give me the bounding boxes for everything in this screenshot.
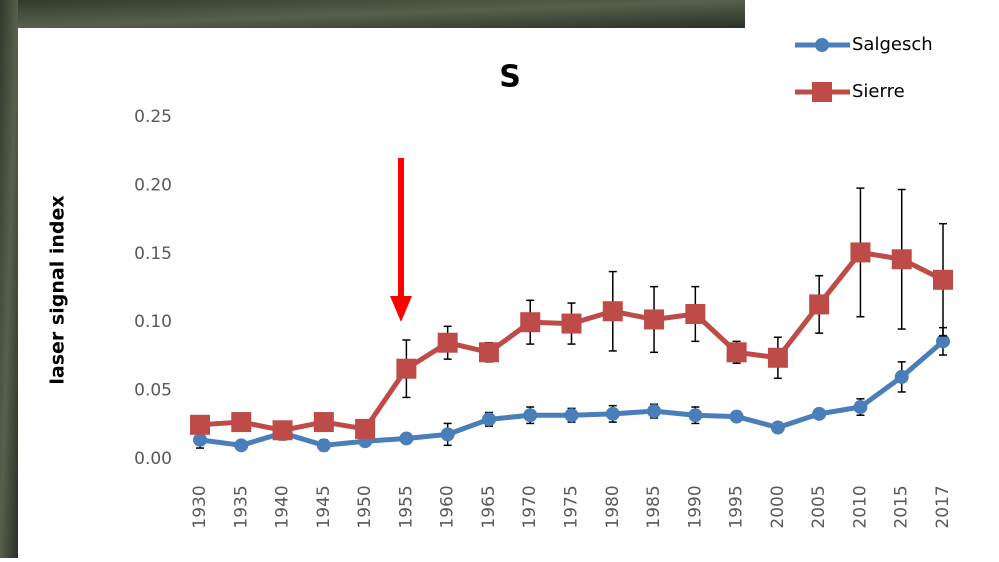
marker: [355, 418, 376, 439]
series: [190, 187, 953, 441]
marker: [647, 404, 662, 419]
marker: [644, 309, 665, 330]
x-tick-label: 1970: [520, 485, 540, 528]
x-tick-label: 1935: [231, 485, 251, 528]
marker: [685, 303, 706, 324]
marker: [520, 312, 541, 333]
background-image: [0, 0, 18, 558]
annotation-arrow: [390, 158, 412, 322]
marker: [605, 406, 620, 421]
y-tick-label: 0.05: [134, 381, 172, 401]
series: [193, 326, 950, 453]
marker: [396, 358, 417, 379]
x-tick-label: 1930: [190, 485, 210, 528]
marker: [933, 269, 953, 290]
marker: [478, 342, 499, 363]
marker: [313, 412, 334, 433]
marker: [440, 427, 455, 442]
marker: [894, 369, 909, 384]
x-tick-label: 1955: [396, 485, 416, 528]
marker: [726, 342, 747, 363]
marker: [688, 408, 703, 423]
marker: [891, 249, 912, 270]
x-tick-label: 1950: [355, 485, 375, 528]
x-tick-label: 2005: [809, 485, 829, 528]
marker: [437, 332, 458, 353]
legend-label: Sierre: [852, 81, 905, 102]
marker: [481, 412, 496, 427]
marker: [523, 408, 538, 423]
x-tick-label: 2015: [892, 485, 912, 528]
x-tick-label: 1990: [685, 485, 705, 528]
x-tick-label: 2017: [933, 485, 953, 528]
series-line: [199, 339, 945, 448]
marker: [193, 432, 207, 447]
y-tick-label: 0.20: [134, 175, 172, 195]
x-tick-label: 1975: [562, 485, 582, 528]
legend-marker: [815, 38, 829, 52]
x-tick-label: 2000: [768, 485, 788, 528]
y-tick-label: 0.25: [134, 107, 172, 127]
marker: [770, 420, 785, 435]
marker: [231, 412, 252, 433]
marker: [850, 242, 871, 263]
x-tick-label: 1945: [314, 485, 334, 528]
marker: [936, 334, 950, 349]
y-axis-label: laser signal index: [47, 195, 69, 384]
arrow-head: [390, 296, 412, 322]
marker: [561, 313, 582, 334]
marker: [853, 400, 868, 415]
y-tick-label: 0.00: [134, 449, 172, 469]
marker: [767, 347, 788, 368]
marker: [399, 431, 414, 446]
marker: [602, 301, 623, 322]
legend-entry: Sierre: [795, 81, 905, 102]
marker: [234, 438, 249, 453]
x-tick-label: 1940: [273, 485, 293, 528]
x-tick-label: 1960: [438, 485, 458, 528]
x-tick-label: 2010: [850, 485, 870, 528]
y-tick-label: 0.15: [134, 244, 172, 264]
legend-label: Salgesch: [852, 34, 933, 55]
x-tick-label: 1965: [479, 485, 499, 528]
x-tick-label: 1985: [644, 485, 664, 528]
marker: [564, 408, 579, 423]
chart-title: S: [499, 60, 521, 95]
y-tick-label: 0.10: [134, 312, 172, 332]
marker: [190, 414, 210, 435]
marker: [809, 294, 830, 315]
legend-marker: [812, 82, 832, 102]
background-image: [0, 0, 745, 28]
x-tick-label: 1995: [727, 485, 747, 528]
marker: [272, 420, 293, 441]
marker: [729, 409, 744, 424]
x-tick-label: 1980: [603, 485, 623, 528]
legend-entry: Salgesch: [795, 34, 933, 55]
marker: [316, 438, 331, 453]
marker: [812, 406, 827, 421]
